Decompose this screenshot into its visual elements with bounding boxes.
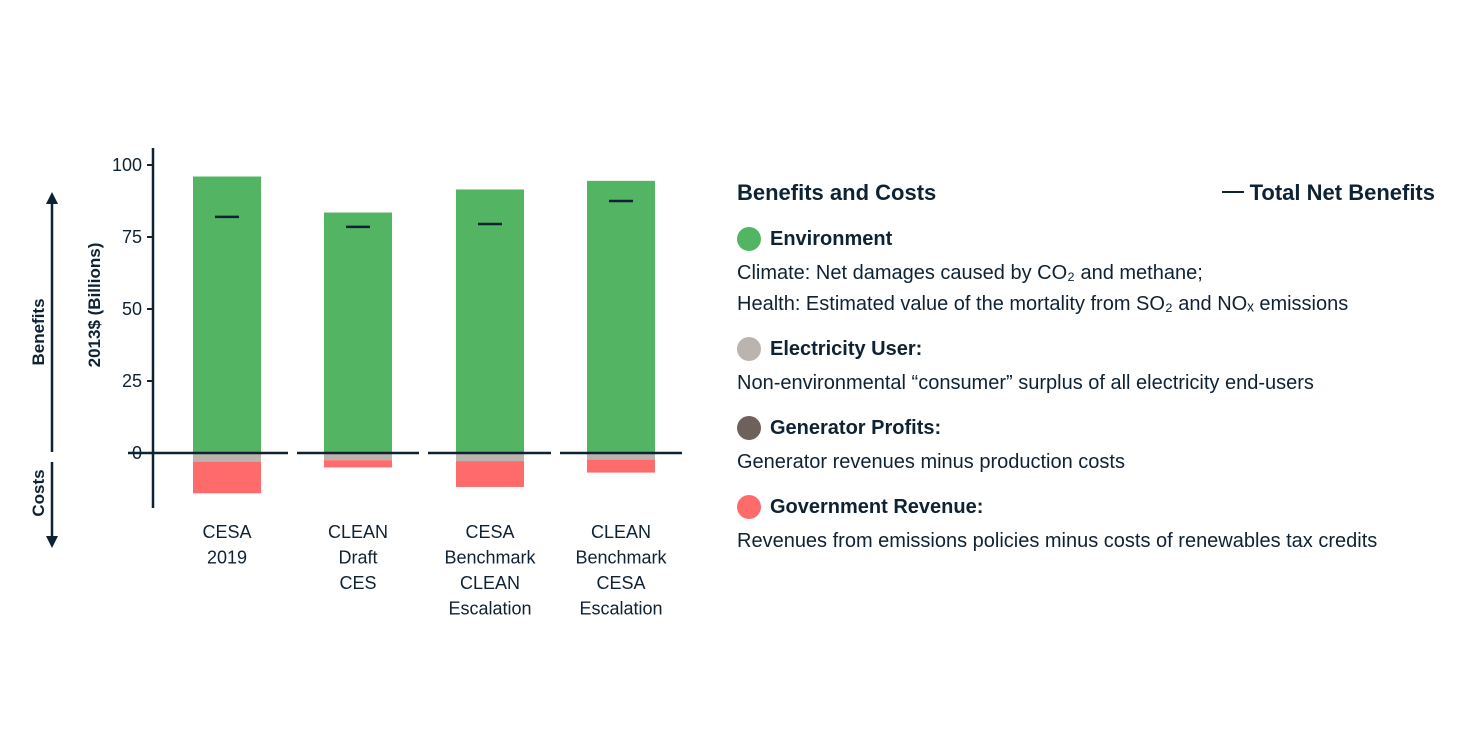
legend-entry-description: Generator revenues minus production cost… [737,447,1447,478]
legend-description-line: Non-environmental “consumer” surplus of … [737,372,1314,394]
x-category-label: CLEAN [328,522,388,542]
benefits-arrow-icon [46,192,58,204]
x-category-label: Escalation [448,599,531,619]
costs-arrow-icon [46,536,58,548]
net-benefit-dash-icon [1221,191,1244,194]
legend-header: Benefits and Costs Total Net Benefits [737,176,1447,210]
legend-entry-description: Climate: Net damages caused by CO₂ and m… [737,258,1447,320]
x-category-label: Benchmark [575,548,667,568]
bar-electricity-user [193,453,261,462]
y-tick-label: 25 [122,371,142,391]
bar-government-revenue [587,459,655,473]
x-category-label: Escalation [579,599,662,619]
legend-description-line: Climate: Net damages caused by CO₂ and m… [737,262,1203,284]
bar-environment [456,189,524,454]
legend-swatch-icon [737,227,761,251]
legend-entry: Generator Profits: Generator revenues min… [737,413,1447,478]
bar-government-revenue [193,461,261,494]
bar-electricity-user [456,453,524,462]
legend-title: Benefits and Costs [737,180,937,205]
x-category-label: Benchmark [444,548,536,568]
legend-entry-name: Government Revenue: [770,495,984,518]
legend-entry: Government Revenue: Revenues from emissio… [737,492,1447,557]
benefits-label: Benefits [29,298,48,365]
bar-environment [324,212,392,453]
bar-government-revenue [456,461,524,487]
bar-electricity-user [324,453,392,461]
x-category-label: CES [339,573,376,593]
x-category-label: CESA [596,573,645,593]
legend-net-benefits: Total Net Benefits [1221,180,1435,206]
legend-swatch-icon [737,495,761,519]
legend-description-line: Health: Estimated value of the mortality… [737,293,1349,315]
legend-entry-head: Generator Profits: [737,413,1447,443]
legend-description-line: Generator revenues minus production cost… [737,451,1125,473]
bar-government-revenue [324,460,392,468]
bar-environment [193,176,261,453]
legend-entry-description: Revenues from emissions policies minus c… [737,526,1447,557]
y-tick-label: 50 [122,299,142,319]
legend-entry-description: Non-environmental “consumer” surplus of … [737,368,1447,399]
legend-description-line: Revenues from emissions policies minus c… [737,530,1378,552]
y-tick-label: 75 [122,227,142,247]
x-category-label: CLEAN [591,522,651,542]
y-tick-label: 100 [112,155,142,175]
legend-entry-head: Electricity User: [737,334,1447,364]
bar-environment [587,180,655,453]
y-axis-label: 2013$ (Billions) [85,243,104,368]
legend-entry-name: Generator Profits: [770,416,942,439]
legend-entry-head: Environment [737,224,1447,254]
x-category-label: CESA [202,522,251,542]
legend-entries: Environment Climate: Net damages caused b… [737,224,1447,557]
x-category-label: CLEAN [460,573,520,593]
legend-swatch-icon [737,416,761,440]
x-category-label: CESA [465,522,514,542]
legend-entry-name: Environment [770,227,893,250]
bar-electricity-user [587,453,655,460]
x-category-label: 2019 [207,548,247,568]
legend-net-label: Total Net Benefits [1249,180,1435,205]
legend: Benefits and Costs Total Net Benefits En… [737,176,1447,557]
costs-label: Costs [29,469,48,516]
legend-entry: Environment Climate: Net damages caused b… [737,224,1447,320]
legend-entry-name: Electricity User: [770,337,923,360]
legend-entry-head: Government Revenue: [737,492,1447,522]
x-category-label: Draft [338,548,377,568]
legend-entry: Electricity User: Non-environmental “cons… [737,334,1447,399]
legend-swatch-icon [737,337,761,361]
